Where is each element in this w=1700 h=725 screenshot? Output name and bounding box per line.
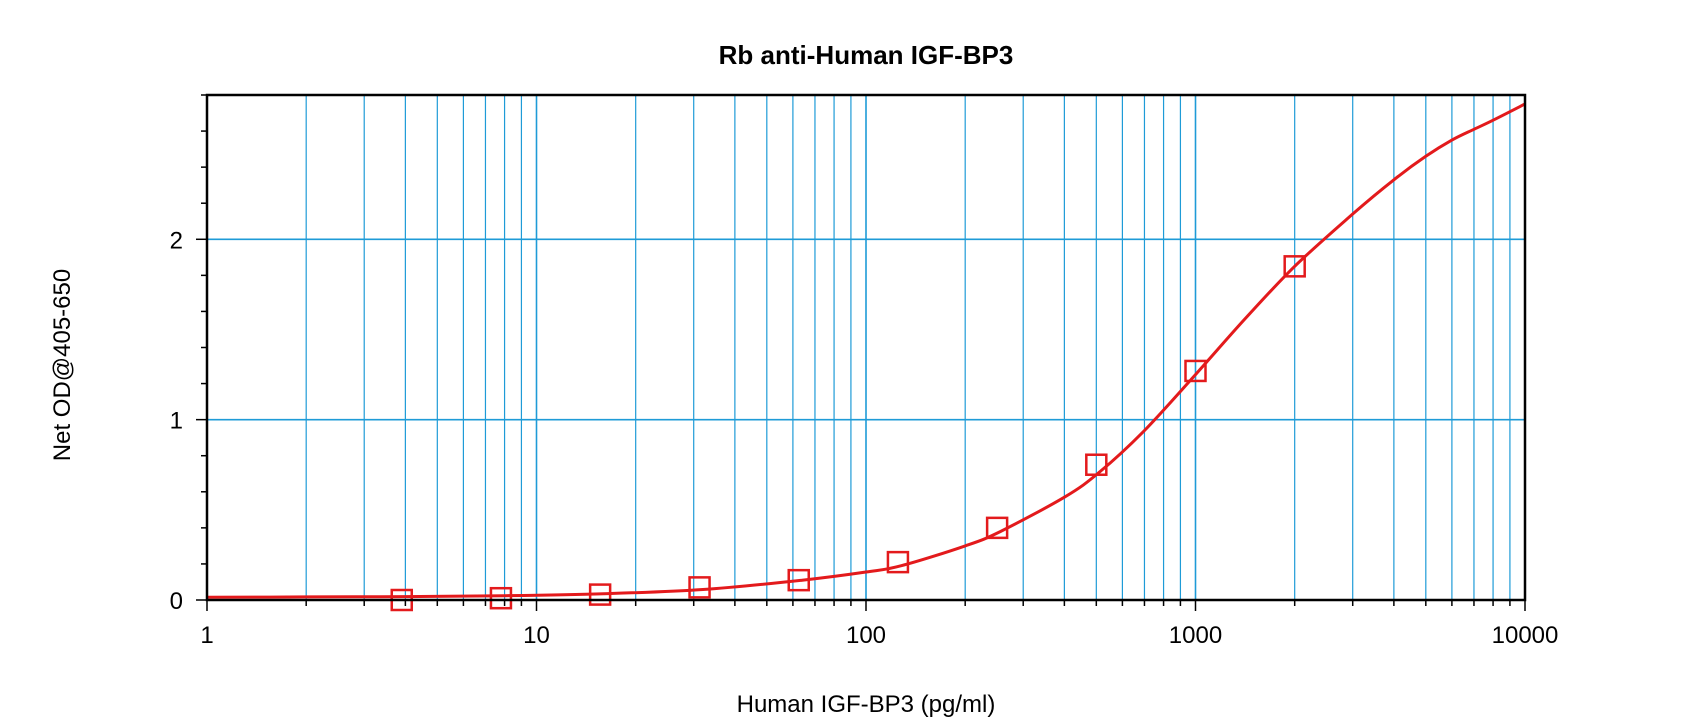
data-point-square bbox=[1283, 255, 1306, 278]
x-tick-label: 1000 bbox=[1169, 622, 1222, 649]
x-tick-label: 100 bbox=[846, 622, 886, 649]
y-tick-label: 0 bbox=[170, 588, 183, 615]
x-tick-label: 10000 bbox=[1492, 622, 1559, 649]
axis-ticks bbox=[196, 94, 1526, 611]
y-tick-label: 2 bbox=[170, 227, 183, 254]
data-point-square bbox=[787, 568, 810, 592]
data-point-square bbox=[1085, 453, 1108, 476]
x-axis-label: Human IGF-BP3 (pg/ml) bbox=[737, 691, 996, 718]
x-tick-label: 1 bbox=[200, 622, 213, 649]
data-point-square bbox=[489, 586, 513, 610]
data-point-square bbox=[985, 516, 1009, 540]
fit-curve-layer bbox=[206, 102, 1526, 599]
fit-curve-line bbox=[206, 102, 1526, 599]
data-point-square bbox=[886, 550, 910, 574]
data-point-square bbox=[1184, 359, 1207, 383]
y-tick-label: 1 bbox=[170, 408, 183, 435]
data-point-square bbox=[688, 576, 711, 599]
y-axis-label: Net OD@405-650 bbox=[49, 269, 76, 461]
grid bbox=[207, 95, 1525, 600]
x-tick-label: 10 bbox=[523, 622, 550, 649]
data-points bbox=[390, 255, 1306, 612]
data-point-square bbox=[588, 583, 612, 606]
chart-title: Rb anti-Human IGF-BP3 bbox=[719, 40, 1014, 70]
